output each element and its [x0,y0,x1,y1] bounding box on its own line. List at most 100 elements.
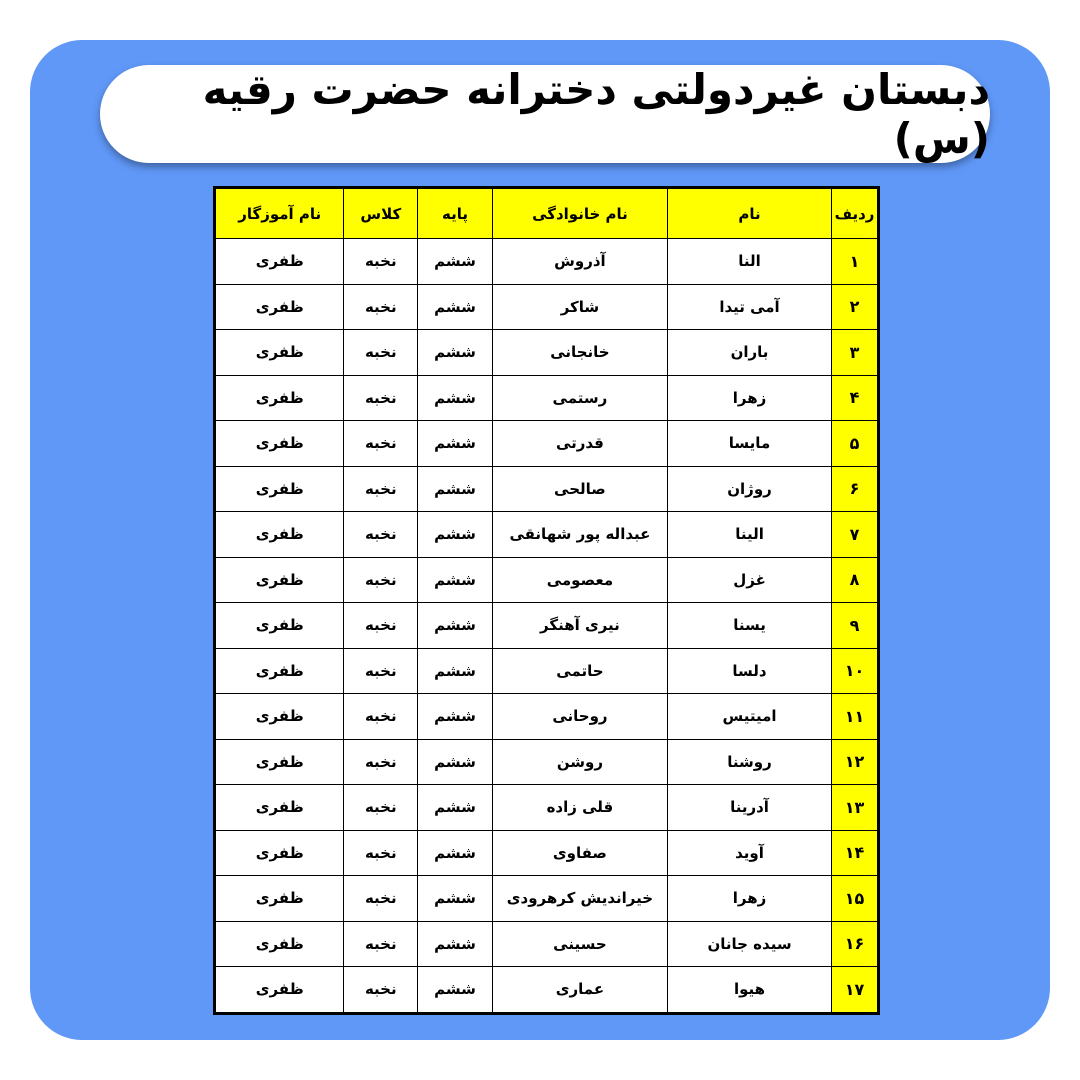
cell-last-name: صالحی [491,465,668,512]
cell-first-name: النا [666,238,833,285]
cell-grade: ششم [417,283,493,330]
cell-index: ۱۴ [831,829,879,876]
cell-grade: ششم [417,511,493,558]
table-row: ۱۷ هیوا عماری ششم نخبه ظفری [213,966,879,1014]
cell-index: ۵ [831,420,879,467]
cell-last-name: عبداله پور شهانقی [491,511,668,558]
cell-index: ۱۵ [831,875,879,922]
table-row: ۱۱ امیتیس روحانی ششم نخبه ظفری [213,693,879,740]
cell-first-name: زهرا [666,875,833,922]
cell-grade: ششم [417,556,493,603]
cell-teacher: ظفری [213,875,345,922]
table-header-row: ردیف نام نام خانوادگی پایه کلاس نام آموز… [213,187,879,239]
cell-class: نخبه [343,511,419,558]
cell-last-name: خیراندیش کرهرودی [491,875,668,922]
table-row: ۷ الینا عبداله پور شهانقی ششم نخبه ظفری [213,511,879,558]
cell-class: نخبه [343,647,419,694]
cell-last-name: حسینی [491,920,668,967]
cell-first-name: یسنا [666,602,833,649]
cell-index: ۱۷ [831,966,879,1014]
cell-class: نخبه [343,329,419,376]
cell-index: ۲ [831,283,879,330]
table-row: ۹ یسنا نیری آهنگر ششم نخبه ظفری [213,602,879,649]
cell-class: نخبه [343,693,419,740]
cell-index: ۷ [831,511,879,558]
cell-grade: ششم [417,920,493,967]
cell-first-name: زهرا [666,374,833,421]
cell-last-name: شاکر [491,283,668,330]
cell-index: ۱۰ [831,647,879,694]
table-row: ۲ آمی تیدا شاکر ششم نخبه ظفری [213,283,879,330]
cell-grade: ششم [417,465,493,512]
table-row: ۱۴ آوید صفاوی ششم نخبه ظفری [213,829,879,876]
cell-teacher: ظفری [213,374,345,421]
cell-class: نخبه [343,556,419,603]
cell-class: نخبه [343,829,419,876]
table-row: ۱۶ سیده جانان حسینی ششم نخبه ظفری [213,920,879,967]
cell-class: نخبه [343,283,419,330]
cell-first-name: روشنا [666,738,833,785]
cell-last-name: قلی زاده [491,784,668,831]
cell-index: ۱۳ [831,784,879,831]
cell-grade: ششم [417,647,493,694]
cell-grade: ششم [417,829,493,876]
cell-first-name: آمی تیدا [666,283,833,330]
cell-grade: ششم [417,875,493,922]
cell-first-name: الینا [666,511,833,558]
title-banner: دبستان غیردولتی دخترانه حضرت رقیه (س) [100,65,990,163]
cell-index: ۴ [831,374,879,421]
cell-grade: ششم [417,784,493,831]
cell-class: نخبه [343,465,419,512]
table-row: ۵ مایسا قدرتی ششم نخبه ظفری [213,420,879,467]
header-last-name: نام خانوادگی [491,187,668,239]
cell-first-name: غزل [666,556,833,603]
cell-last-name: حاتمی [491,647,668,694]
table-row: ۸ غزل معصومی ششم نخبه ظفری [213,556,879,603]
student-table: ردیف نام نام خانوادگی پایه کلاس نام آموز… [213,186,880,1015]
cell-first-name: هیوا [666,966,833,1014]
cell-teacher: ظفری [213,966,345,1014]
table-row: ۱۳ آدرینا قلی زاده ششم نخبه ظفری [213,784,879,831]
cell-class: نخبه [343,238,419,285]
cell-teacher: ظفری [213,511,345,558]
header-index: ردیف [831,187,879,239]
cell-first-name: مایسا [666,420,833,467]
cell-teacher: ظفری [213,238,345,285]
cell-teacher: ظفری [213,829,345,876]
cell-first-name: دلسا [666,647,833,694]
cell-first-name: آدرینا [666,784,833,831]
cell-index: ۹ [831,602,879,649]
cell-last-name: قدرتی [491,420,668,467]
cell-last-name: آذروش [491,238,668,285]
cell-last-name: نیری آهنگر [491,602,668,649]
cell-grade: ششم [417,420,493,467]
cell-index: ۱۶ [831,920,879,967]
cell-index: ۱۲ [831,738,879,785]
cell-last-name: عماری [491,966,668,1014]
cell-teacher: ظفری [213,465,345,512]
cell-class: نخبه [343,602,419,649]
cell-last-name: روشن [491,738,668,785]
cell-index: ۱۱ [831,693,879,740]
table-row: ۱۰ دلسا حاتمی ششم نخبه ظفری [213,647,879,694]
cell-index: ۳ [831,329,879,376]
header-teacher: نام آموزگار [213,187,345,239]
cell-last-name: روحانی [491,693,668,740]
cell-teacher: ظفری [213,693,345,740]
table-row: ۳ باران خانجانی ششم نخبه ظفری [213,329,879,376]
cell-grade: ششم [417,238,493,285]
cell-teacher: ظفری [213,920,345,967]
cell-index: ۱ [831,238,879,285]
cell-grade: ششم [417,602,493,649]
cell-teacher: ظفری [213,420,345,467]
cell-last-name: صفاوی [491,829,668,876]
cell-class: نخبه [343,374,419,421]
cell-grade: ششم [417,693,493,740]
header-first-name: نام [666,187,833,239]
cell-last-name: معصومی [491,556,668,603]
cell-teacher: ظفری [213,329,345,376]
cell-class: نخبه [343,738,419,785]
cell-class: نخبه [343,875,419,922]
cell-index: ۶ [831,465,879,512]
header-grade: پایه [417,187,493,239]
